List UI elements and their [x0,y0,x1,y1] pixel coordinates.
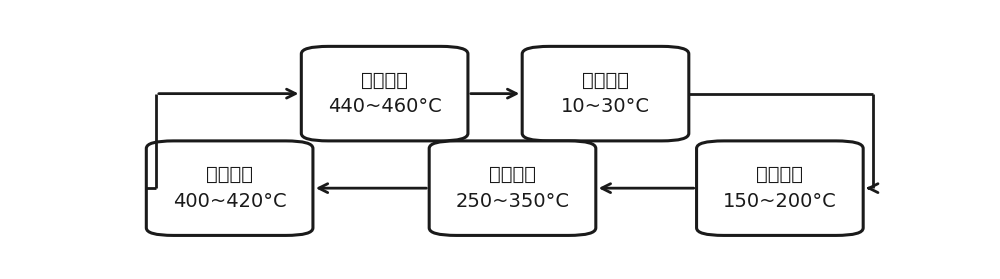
FancyBboxPatch shape [301,46,468,141]
Text: 桥联温区
250~350°C: 桥联温区 250~350°C [456,165,570,211]
Text: 重排温区
440~460°C: 重排温区 440~460°C [328,71,442,116]
Text: 掺混温区
150~200°C: 掺混温区 150~200°C [723,165,837,211]
FancyBboxPatch shape [429,141,596,235]
FancyBboxPatch shape [146,141,313,235]
FancyBboxPatch shape [697,141,863,235]
Text: 气化温区
400~420°C: 气化温区 400~420°C [173,165,286,211]
FancyBboxPatch shape [522,46,689,141]
Text: 液化温区
10~30°C: 液化温区 10~30°C [561,71,650,116]
